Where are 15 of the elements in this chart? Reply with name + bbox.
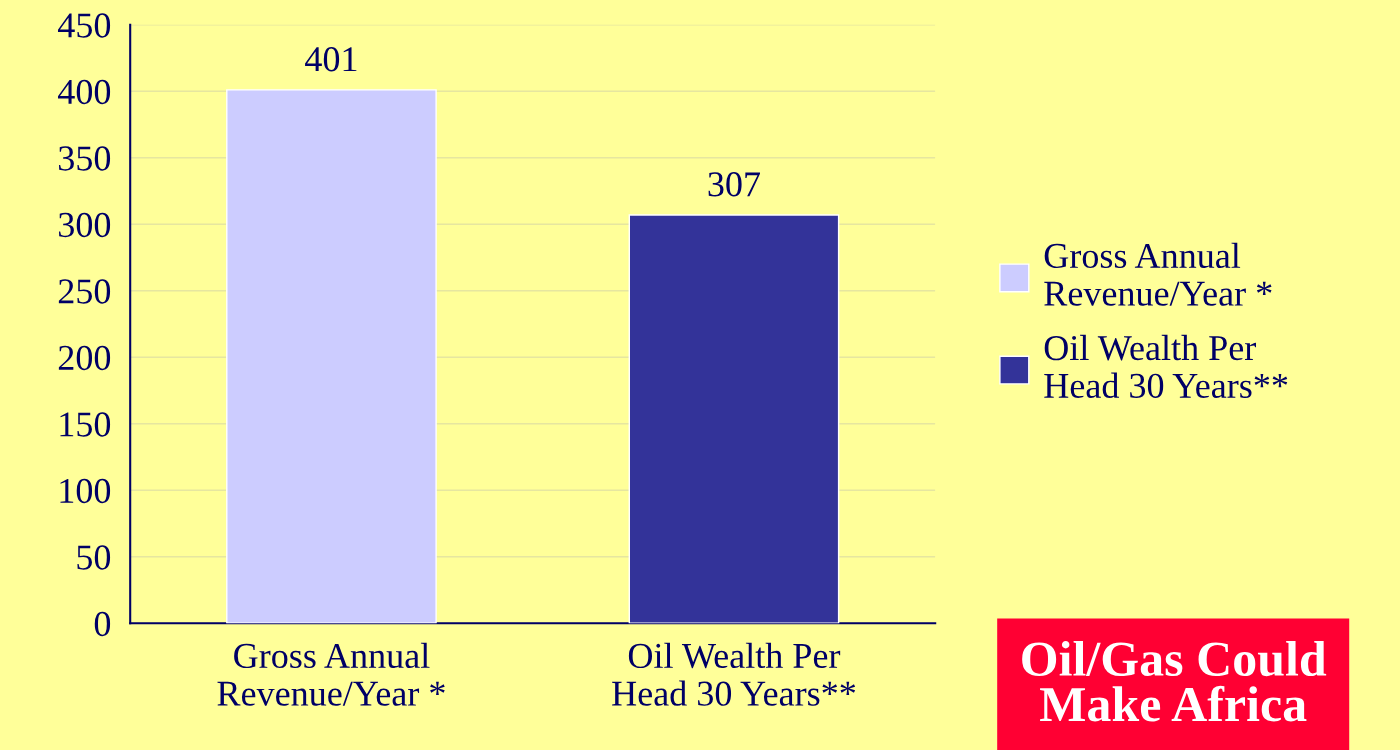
y-tick-label: 450 bbox=[57, 13, 111, 38]
data-label: 307 bbox=[708, 172, 760, 197]
y-tick-label: 300 bbox=[59, 212, 111, 238]
y-tick-label: 150 bbox=[60, 412, 111, 437]
y-tick-label: 100 bbox=[60, 478, 111, 504]
y-tick-label: 200 bbox=[58, 345, 111, 371]
y-tick-label: 350 bbox=[59, 146, 111, 171]
data-label: 401 bbox=[305, 47, 357, 72]
y-tick-label: 0 bbox=[94, 611, 111, 637]
y-tick-label: 50 bbox=[77, 545, 111, 570]
legend-label: Gross Annual Revenue/Year * bbox=[1044, 242, 1272, 306]
y-tick-label: 400 bbox=[57, 79, 111, 105]
legend-label: Oil Wealth Per Head 30 Years** bbox=[1044, 334, 1288, 399]
text: Oil/Gas Could Make Africa bbox=[1022, 640, 1327, 722]
y-tick-label: 250 bbox=[58, 279, 111, 304]
